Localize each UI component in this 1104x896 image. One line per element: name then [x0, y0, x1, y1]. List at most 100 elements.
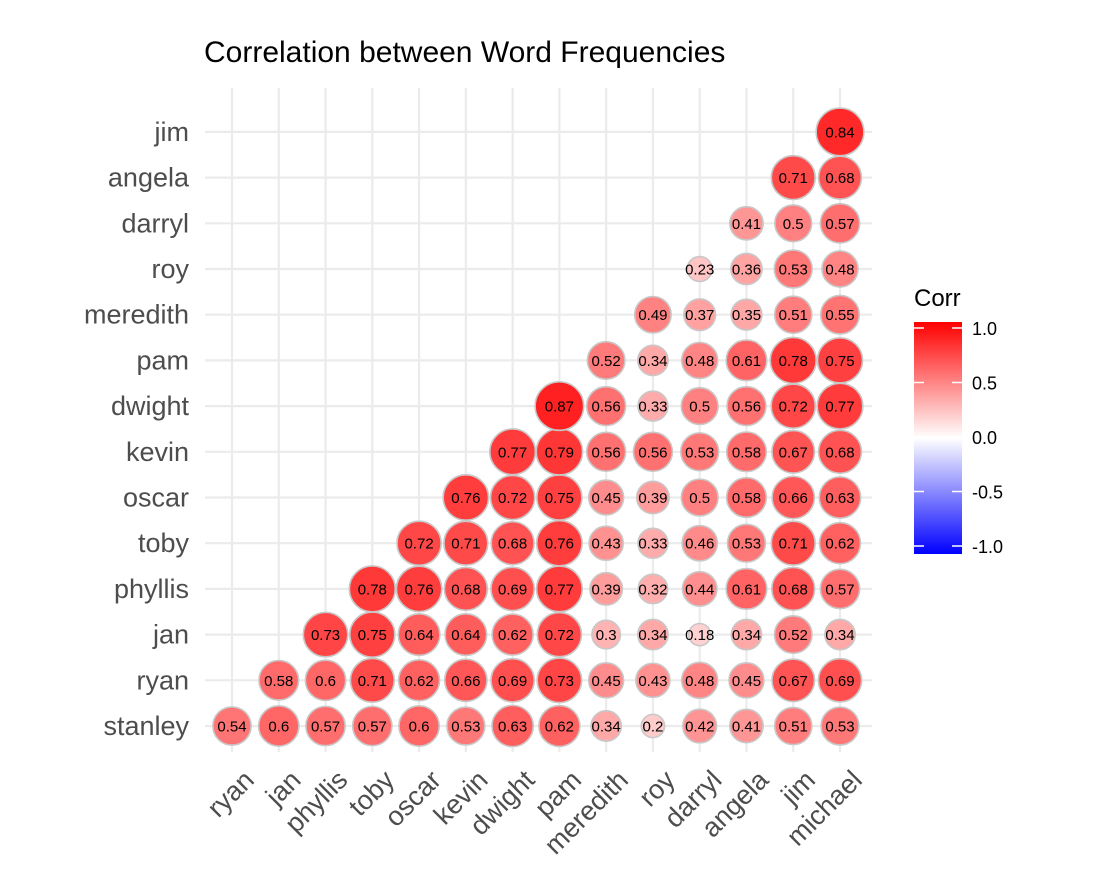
- correlation-cell: [771, 658, 816, 703]
- legend-title: Corr: [914, 285, 961, 312]
- cell-value-label: 0.73: [545, 673, 574, 690]
- correlation-cell: [816, 337, 864, 384]
- cell-value-label: 0.46: [685, 536, 714, 553]
- correlation-cell: [680, 661, 719, 700]
- cell-value-label: 0.62: [498, 627, 527, 644]
- cell-value-label: 0.52: [592, 353, 621, 370]
- correlation-cell: [773, 249, 813, 289]
- cell-value-label: 0.56: [638, 444, 667, 461]
- cell-value-label: 0.66: [779, 490, 808, 507]
- cell-value-label: 0.5: [689, 490, 710, 507]
- correlation-cell: [771, 429, 816, 474]
- correlation-cell: [586, 340, 626, 380]
- cell-value-label: 0.76: [545, 536, 574, 553]
- cell-value-label: 0.67: [779, 444, 808, 461]
- correlation-cell: [637, 573, 669, 605]
- cell-value-label: 0.6: [315, 673, 336, 690]
- cell-value-label: 0.64: [451, 627, 480, 644]
- cell-value-label: 0.48: [685, 673, 714, 690]
- correlation-cell: [632, 431, 674, 473]
- correlation-cell: [443, 520, 489, 566]
- cell-value-label: 0.75: [545, 490, 574, 507]
- cell-value-label: 0.69: [825, 673, 854, 690]
- cell-value-label: 0.71: [779, 170, 808, 187]
- cell-value-label: 0.53: [451, 719, 480, 736]
- correlation-cell: [489, 474, 536, 521]
- correlation-cell: [302, 611, 349, 658]
- y-tick-label: oscar: [123, 483, 189, 513]
- y-tick-label: jan: [152, 620, 189, 650]
- cell-value-label: 0.57: [825, 216, 854, 233]
- cell-value-label: 0.68: [779, 581, 808, 598]
- y-tick-label: kevin: [126, 437, 189, 467]
- cell-value-label: 0.44: [685, 581, 714, 598]
- cell-value-label: 0.53: [779, 262, 808, 279]
- cell-value-label: 0.39: [592, 581, 621, 598]
- cell-value-label: 0.75: [825, 353, 854, 370]
- cell-value-label: 0.35: [732, 307, 761, 324]
- correlation-cell: [640, 713, 666, 739]
- correlation-cell: [442, 474, 490, 521]
- cell-value-label: 0.77: [545, 581, 574, 598]
- y-tick-label: stanley: [103, 711, 189, 741]
- cell-value-label: 0.53: [825, 719, 854, 736]
- correlation-cell: [591, 619, 622, 650]
- cell-value-label: 0.34: [592, 719, 621, 736]
- correlation-cell: [818, 521, 862, 565]
- correlation-cell: [636, 618, 669, 651]
- cell-value-label: 0.5: [689, 399, 710, 416]
- cell-value-label: 0.71: [358, 673, 387, 690]
- correlation-cell: [446, 706, 486, 746]
- correlation-cell: [589, 571, 624, 606]
- correlation-cell: [305, 705, 346, 747]
- correlation-cell: [538, 704, 581, 748]
- cell-value-label: 0.37: [685, 307, 714, 324]
- correlation-cell: [351, 705, 393, 747]
- x-tick-label: ryan: [201, 765, 259, 823]
- cell-value-label: 0.69: [498, 581, 527, 598]
- cell-value-label: 0.66: [451, 673, 480, 690]
- cell-value-label: 0.75: [358, 627, 387, 644]
- cell-value-label: 0.6: [409, 719, 430, 736]
- correlation-cell: [726, 523, 767, 563]
- cell-value-label: 0.57: [358, 719, 387, 736]
- cell-value-label: 0.18: [685, 627, 714, 644]
- legend-tick-label: 0.0: [972, 428, 997, 448]
- correlation-cell: [824, 618, 856, 651]
- y-tick-label: meredith: [84, 300, 189, 330]
- cell-value-label: 0.73: [311, 627, 340, 644]
- cell-value-label: 0.51: [779, 719, 808, 736]
- correlation-cell: [258, 659, 300, 701]
- correlation-cell: [635, 480, 670, 515]
- legend-tick-label: 0.5: [972, 374, 997, 394]
- cell-value-label: 0.55: [825, 307, 854, 324]
- correlation-cell: [395, 565, 443, 613]
- correlation-cell: [491, 704, 535, 748]
- correlation-cell: [681, 524, 719, 562]
- correlation-cell: [588, 525, 625, 562]
- correlation-cell: [396, 520, 442, 567]
- correlation-cell: [637, 390, 669, 422]
- x-tick-label: oscar: [379, 765, 447, 833]
- cell-value-label: 0.76: [404, 581, 433, 598]
- correlation-cell: [725, 431, 768, 473]
- cell-value-label: 0.77: [825, 399, 854, 416]
- cell-value-label: 0.56: [592, 444, 621, 461]
- correlation-cell: [490, 657, 536, 703]
- cell-value-label: 0.71: [779, 536, 808, 553]
- cell-value-label: 0.53: [685, 444, 714, 461]
- correlation-cell: [489, 428, 537, 476]
- cell-value-label: 0.68: [498, 536, 527, 553]
- cell-value-label: 0.41: [732, 719, 761, 736]
- cell-value-label: 0.36: [732, 262, 761, 279]
- correlation-cell: [820, 706, 860, 746]
- y-tick-label: jim: [154, 117, 190, 147]
- cell-value-label: 0.33: [638, 399, 667, 416]
- correlation-cell: [304, 659, 347, 702]
- cell-value-label: 0.49: [638, 307, 667, 324]
- correlation-cell: [636, 344, 669, 377]
- cell-value-label: 0.58: [732, 490, 761, 507]
- correlation-cell: [821, 250, 859, 288]
- chart-title: Correlation between Word Frequencies: [204, 36, 725, 69]
- correlation-cell: [534, 381, 585, 432]
